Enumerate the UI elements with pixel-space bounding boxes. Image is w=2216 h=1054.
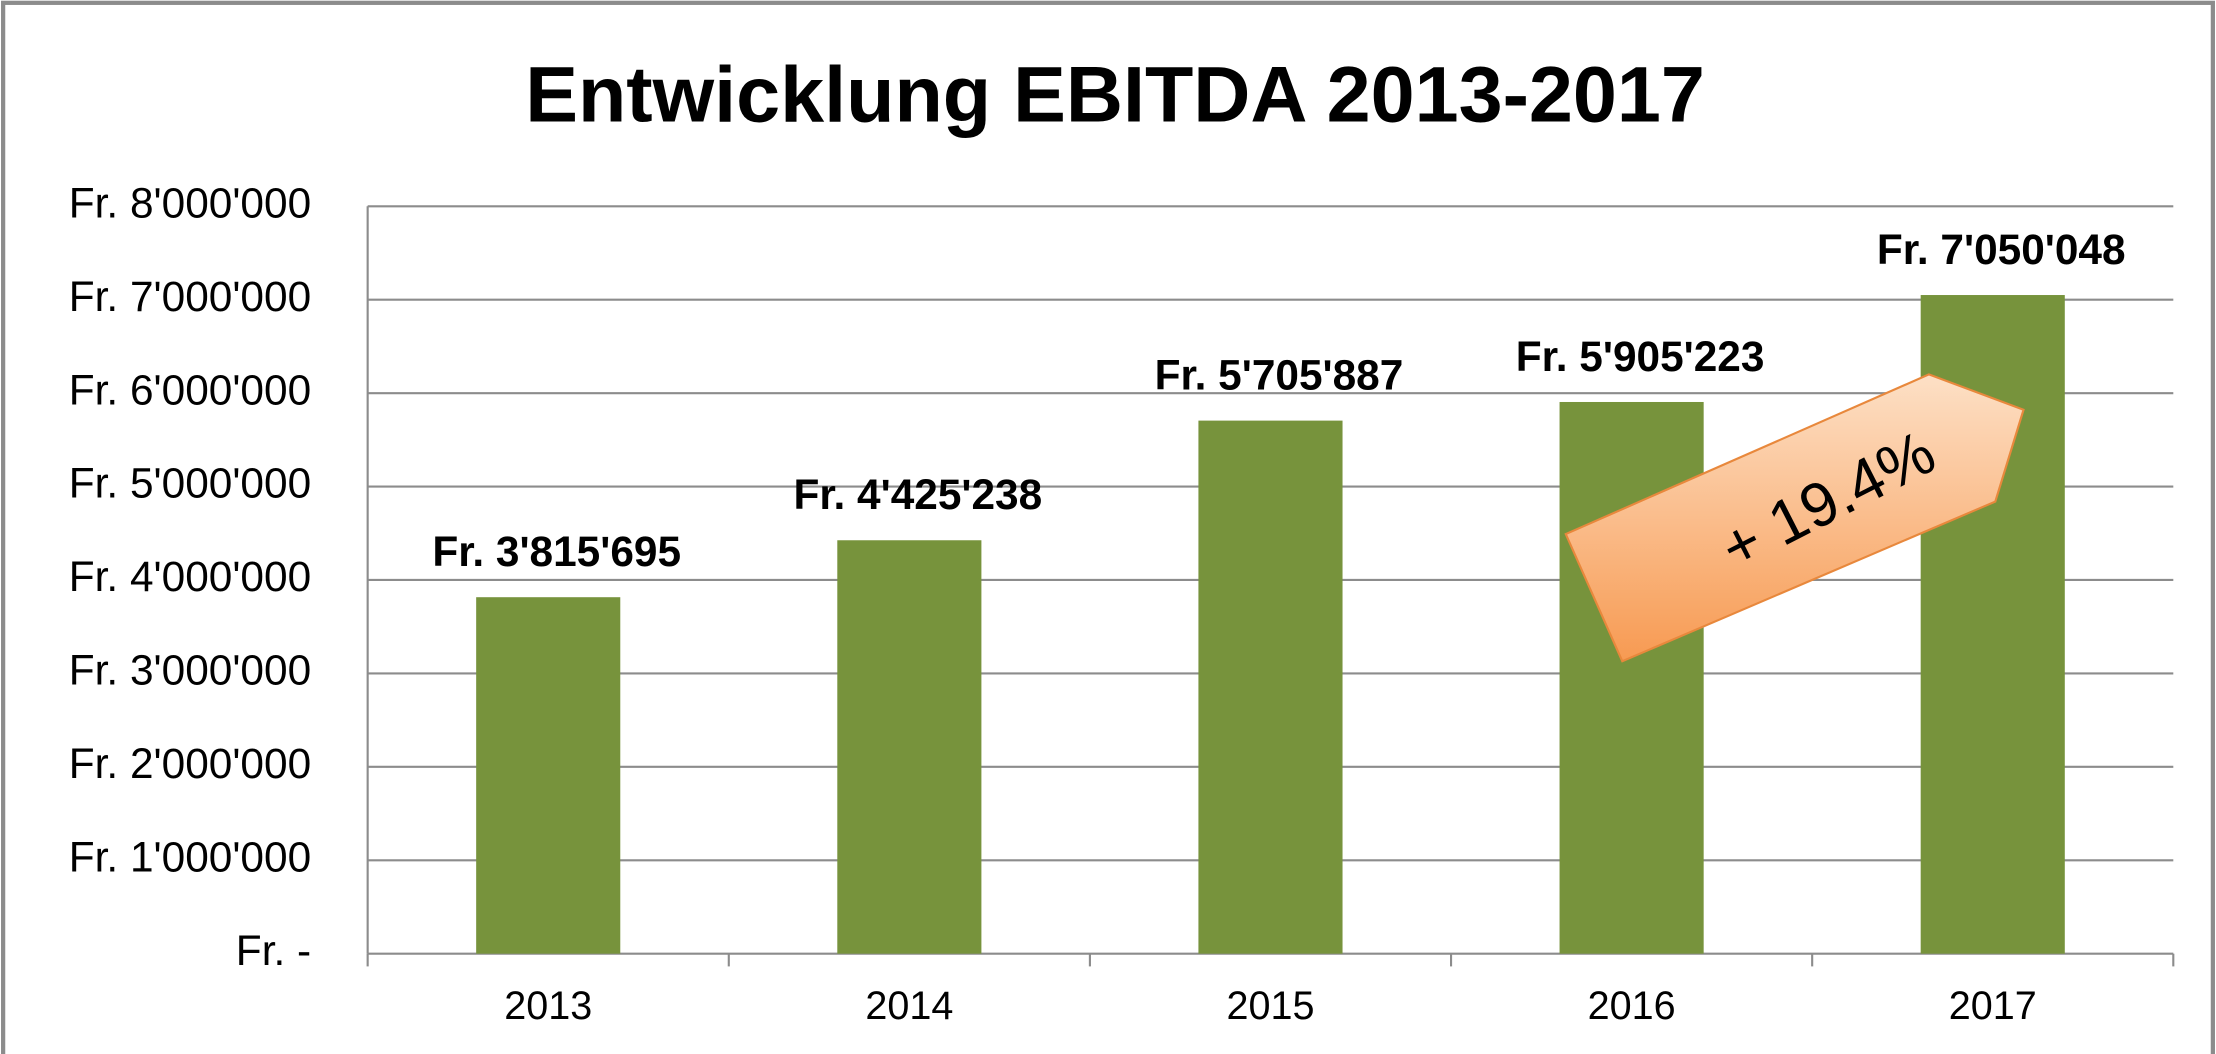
y-tick-label: Fr. 5'000'000 bbox=[69, 460, 311, 507]
y-tick-label: Fr. 3'000'000 bbox=[69, 647, 311, 694]
data-label: Fr. 4'425'238 bbox=[793, 471, 1042, 518]
y-tick-label: Fr. 7'000'000 bbox=[69, 273, 311, 320]
data-label: Fr. 5'905'223 bbox=[1516, 333, 1765, 380]
y-tick-label: Fr. - bbox=[236, 927, 311, 974]
data-label: Fr. 5'705'887 bbox=[1155, 352, 1404, 399]
bar bbox=[837, 540, 982, 954]
y-tick-label: Fr. 2'000'000 bbox=[69, 740, 311, 787]
x-tick-label: 2016 bbox=[1588, 984, 1676, 1028]
bar bbox=[1198, 420, 1343, 954]
x-tick-label: 2017 bbox=[1949, 984, 2037, 1028]
bar bbox=[476, 597, 621, 954]
y-tick-label: Fr. 6'000'000 bbox=[69, 366, 311, 413]
chart-title: Entwicklung EBITDA 2013-2017 bbox=[525, 50, 1705, 139]
x-tick-label: 2014 bbox=[865, 984, 953, 1028]
x-tick-label: 2013 bbox=[504, 984, 592, 1028]
annotation: + 19.4% bbox=[1564, 373, 2025, 663]
data-label: Fr. 7'050'048 bbox=[1877, 226, 2126, 273]
y-tick-label: Fr. 1'000'000 bbox=[69, 833, 311, 880]
x-tick-label: 2015 bbox=[1226, 984, 1314, 1028]
annotation-arrow bbox=[1564, 373, 2025, 663]
y-tick-label: Fr. 8'000'000 bbox=[69, 179, 311, 226]
plot-area: Fr. - Fr. 1'000'000 Fr. 2'000'000 Fr. 3'000… bbox=[69, 179, 2175, 1028]
data-label: Fr. 3'815'695 bbox=[432, 528, 681, 575]
y-tick-label: Fr. 4'000'000 bbox=[69, 553, 311, 600]
